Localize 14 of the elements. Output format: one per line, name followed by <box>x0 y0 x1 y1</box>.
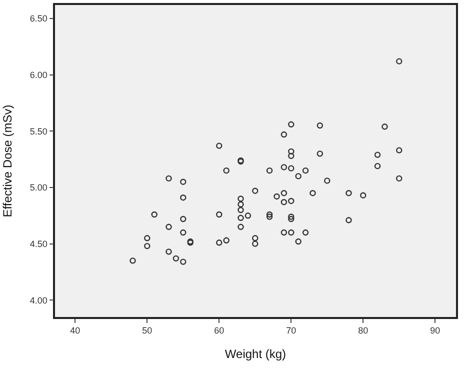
x-axis-title: Weight (kg) <box>224 346 286 361</box>
y-axis-title: Effective Dose (mSv) <box>0 104 15 218</box>
x-tick-label: 90 <box>430 326 440 336</box>
y-tick-label: 5.50 <box>30 126 48 136</box>
y-tick-label: 6.50 <box>30 14 48 24</box>
x-tick-label: 80 <box>358 326 368 336</box>
y-tick-label: 6.00 <box>30 70 48 80</box>
x-tick-label: 40 <box>70 326 80 336</box>
x-tick-label: 60 <box>214 326 224 336</box>
y-tick-label: 4.00 <box>30 295 48 306</box>
x-tick-label: 50 <box>142 326 152 336</box>
x-tick-label: 70 <box>286 326 296 336</box>
y-tick-label: 4.50 <box>30 238 48 249</box>
y-tick-label: 5.00 <box>30 182 48 193</box>
